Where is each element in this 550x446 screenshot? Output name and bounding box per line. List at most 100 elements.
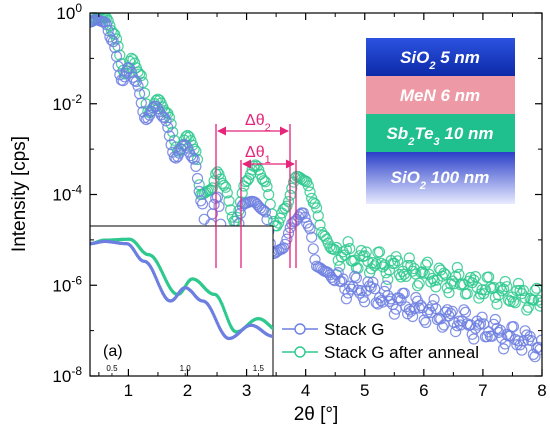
data-point: [100, 19, 113, 31]
x-tick-label: 2: [183, 381, 192, 400]
data-point: [355, 285, 367, 297]
data-point: [373, 246, 386, 258]
data-point: [109, 41, 121, 54]
legend-marker-stack-g-anneal: [294, 346, 306, 358]
data-point: [359, 296, 371, 308]
layer-sb2te3: [366, 114, 515, 152]
data-point: [489, 291, 501, 303]
data-point: [512, 277, 525, 290]
data-point: [370, 258, 382, 270]
inset-panel: 0.5 1.0 1.5 (a): [89, 225, 274, 377]
data-point: [220, 181, 232, 193]
data-point: [380, 280, 392, 292]
data-point: [344, 243, 356, 255]
data-point: [261, 181, 273, 193]
inset-series-stack-g: [90, 239, 273, 341]
data-point: [466, 328, 478, 340]
data-point: [392, 255, 404, 267]
data-point: [493, 326, 505, 338]
data-point: [110, 33, 123, 45]
data-point: [259, 176, 271, 188]
legend-label-stack-g: Stack G: [324, 320, 384, 339]
data-point: [114, 69, 126, 81]
data-point: [420, 316, 432, 329]
data-point: [388, 308, 400, 320]
data-point: [261, 214, 273, 226]
delta-theta-annotations: Δθ2 Δθ1: [215, 112, 297, 268]
data-point: [132, 80, 144, 92]
inset-curves: [90, 237, 273, 341]
data-point: [503, 294, 515, 306]
y-tick-label: 10-2: [52, 92, 82, 114]
data-point: [532, 341, 542, 353]
data-point: [377, 261, 389, 273]
data-point: [304, 186, 316, 198]
layer-men-label: MeN 6 nm: [400, 86, 480, 105]
data-point: [317, 229, 329, 241]
data-point: [191, 172, 204, 185]
data-point: [256, 172, 268, 185]
x-tick-label: 6: [419, 381, 428, 400]
data-point: [498, 343, 510, 355]
data-point: [534, 300, 542, 312]
x-tick-label: 5: [360, 381, 369, 400]
data-point: [491, 298, 503, 310]
legend-item-stack-g: Stack G: [282, 320, 384, 339]
data-point: [105, 34, 118, 46]
data-point: [314, 219, 326, 231]
data-point: [218, 179, 230, 191]
y-axis-label: Intensity [cps]: [9, 136, 30, 252]
y-tick-label: 10-4: [52, 183, 82, 205]
data-point: [319, 230, 331, 242]
x-axis-label: 2θ [°]: [294, 404, 339, 425]
data-point: [340, 293, 352, 305]
data-point: [162, 121, 174, 134]
data-point: [393, 268, 405, 281]
data-point: [489, 313, 501, 326]
data-point: [416, 266, 429, 278]
data-point: [499, 275, 511, 288]
y-tick-label: 100: [56, 1, 82, 23]
x-tick-label: 4: [301, 381, 310, 400]
data-point: [281, 200, 293, 212]
data-point: [110, 50, 123, 63]
data-point: [241, 175, 253, 187]
data-point: [521, 304, 533, 316]
data-point: [464, 271, 477, 284]
data-point: [388, 258, 400, 270]
inset-data-point: [271, 334, 273, 338]
data-point: [418, 314, 430, 326]
data-point: [408, 302, 420, 315]
delta2-label: Δθ2: [245, 112, 271, 134]
inset-data-point: [271, 326, 273, 330]
inset-x-tick-label: 0.5: [106, 364, 118, 373]
data-point: [185, 150, 197, 162]
axes: 1 2 3 4 5 6 7 8 100 10-2 10-4 10-6 10-8: [52, 1, 546, 400]
layer-sio2-bottom-label: SiO2 100 nm: [391, 168, 490, 192]
data-point: [236, 187, 248, 199]
data-point: [307, 243, 319, 255]
data-point: [443, 287, 455, 299]
data-point: [507, 296, 520, 308]
data-point: [302, 180, 314, 192]
data-point: [473, 319, 485, 331]
data-point: [208, 198, 220, 211]
y-tick-label: 10-8: [52, 364, 82, 386]
data-point: [498, 283, 510, 295]
layer-sio2-bottom: [366, 152, 515, 204]
data-point: [211, 166, 223, 178]
data-point: [281, 233, 293, 245]
data-point: [534, 343, 542, 355]
data-point: [426, 300, 439, 312]
data-point: [350, 272, 362, 284]
data-point: [107, 36, 119, 48]
x-tick-label: 8: [537, 381, 546, 400]
inset-x-tick-label: 1.5: [253, 364, 265, 373]
data-point: [139, 87, 151, 99]
inset-x-tick-label: 1.0: [180, 364, 192, 373]
x-tick-label: 1: [124, 381, 133, 400]
data-point: [282, 196, 295, 208]
data-point: [471, 281, 483, 293]
data-point: [436, 321, 448, 333]
layer-stack: SiO2 5 nm MeN 6 nm Sb2Te3 10 nm SiO2 100…: [366, 38, 515, 204]
